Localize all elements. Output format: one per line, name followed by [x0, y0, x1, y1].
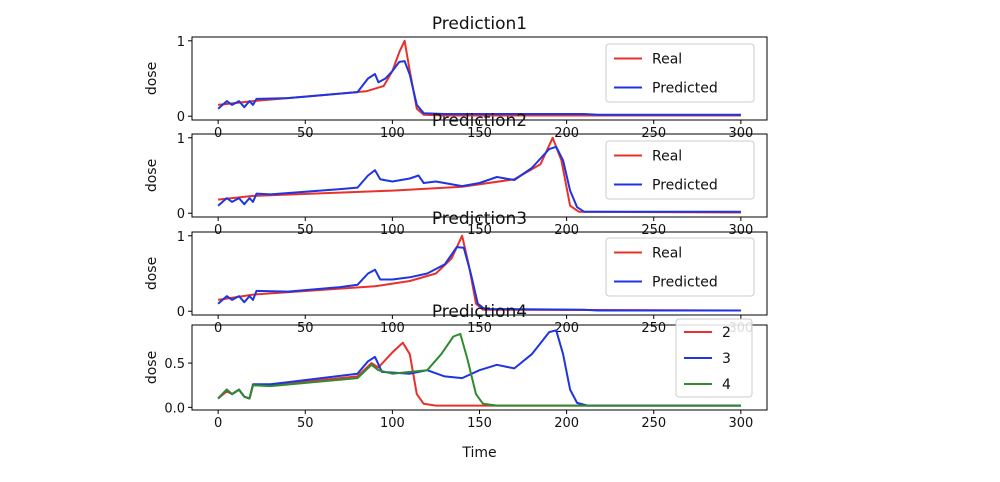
y-tick-label: 0 [177, 110, 185, 125]
x-axis-label: Time [461, 445, 496, 461]
x-tick-label: 50 [297, 416, 314, 431]
chart-panel-2: 0 50 100 150 200 250 300 0 1 dose Prediction2 Real P… [144, 111, 768, 238]
legend-box [605, 237, 755, 297]
x-tick-label: 300 [728, 416, 753, 431]
x-tick-label: 150 [467, 416, 492, 431]
legend-label-real: Real [652, 149, 682, 165]
x-tick-label: 100 [380, 321, 405, 336]
x-tick-label: 250 [641, 321, 666, 336]
x-tick-label: 200 [554, 223, 579, 238]
legend-label-4: 4 [722, 377, 731, 393]
chart-panel-3: 0 50 100 150 200 250 300 0 1 dose Prediction3 Real P… [144, 209, 768, 336]
y-axis-label: dose [144, 351, 160, 384]
x-tick-label: 250 [641, 223, 666, 238]
legend-box [605, 43, 755, 103]
series-line-4-4 [217, 332, 741, 407]
legend-box [605, 140, 755, 200]
x-tick-label: 150 [467, 321, 492, 336]
x-tick-label: 150 [467, 223, 492, 238]
series-line-predicted-3 [217, 246, 741, 312]
x-tick-label: 200 [554, 416, 579, 431]
legend: Real Predicted [605, 43, 755, 103]
y-tick-label: 0 [177, 305, 185, 320]
chart-title: Prediction2 [432, 111, 527, 131]
legend-box [675, 318, 753, 398]
series-line-real-3 [217, 234, 741, 312]
x-tick-label: 0 [214, 416, 222, 431]
y-tick-label: 1 [177, 230, 185, 245]
series-line-predicted-2 [217, 145, 741, 213]
y-tick-label: 0 [177, 207, 185, 222]
y-axis-label: dose [144, 257, 160, 290]
x-tick-label: 50 [297, 321, 314, 336]
legend: Real Predicted [605, 237, 755, 297]
y-tick-label: 0.0 [164, 401, 185, 416]
y-axis-label: dose [144, 62, 160, 95]
x-tick-label: 0 [214, 321, 222, 336]
x-tick-label: 300 [728, 223, 753, 238]
legend-label-real: Real [652, 52, 682, 68]
series-line-predicted-1 [217, 60, 741, 116]
legend-label-predicted: Predicted [652, 275, 718, 291]
series-line-2-4 [217, 341, 741, 407]
y-tick-label: 1 [177, 35, 185, 50]
legend-label-2: 2 [722, 325, 731, 341]
legend-label-predicted: Predicted [652, 178, 718, 194]
x-tick-label: 100 [380, 223, 405, 238]
legend-label-3: 3 [722, 351, 731, 367]
series-line-3-4 [217, 329, 741, 407]
x-tick-label: 0 [214, 223, 222, 238]
x-tick-label: 50 [297, 223, 314, 238]
chart-title: Prediction4 [432, 302, 527, 322]
legend-label-real: Real [652, 246, 682, 262]
chart-title: Prediction3 [432, 209, 527, 229]
y-tick-label: 1 [177, 132, 185, 147]
chart-title: Prediction1 [432, 14, 527, 34]
x-tick-label: 250 [641, 416, 666, 431]
x-tick-label: 100 [380, 416, 405, 431]
y-tick-label: 0.5 [164, 357, 185, 372]
legend: 2 3 4 [675, 318, 753, 398]
y-axis-label: dose [144, 159, 160, 192]
legend: Real Predicted [605, 140, 755, 200]
series-line-real-2 [217, 136, 741, 214]
chart-panel-4: 0 50 100 150 200 250 3000.00.5doseTimePredicti… [144, 302, 768, 461]
legend-label-predicted: Predicted [652, 81, 718, 97]
